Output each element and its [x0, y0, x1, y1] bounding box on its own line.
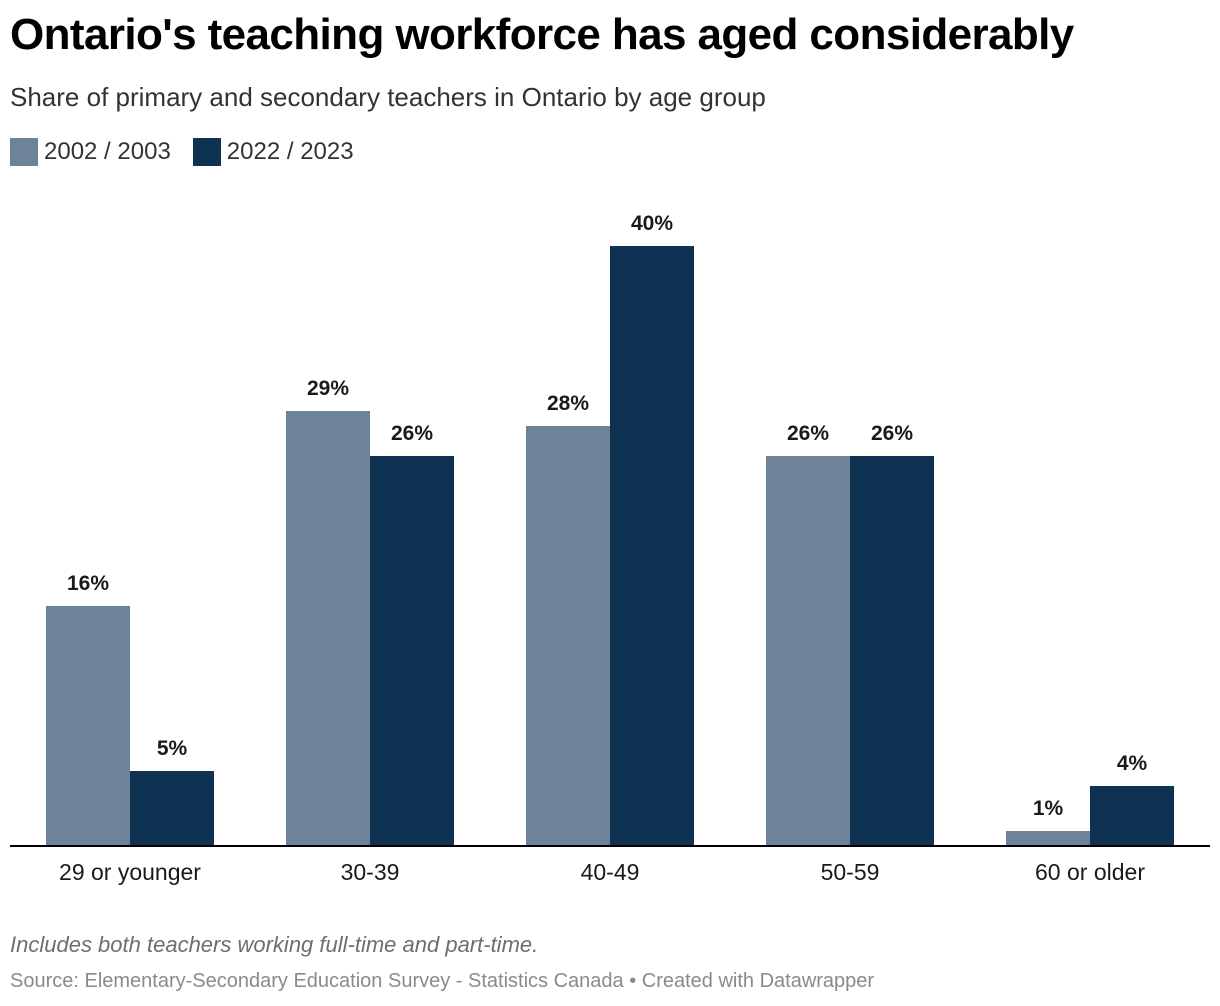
data-label-2022-2023-30-39: 26% — [391, 422, 433, 445]
legend-swatch-2002-2003 — [10, 138, 38, 166]
bar-2022-2023-29-or-younger — [130, 771, 214, 846]
x-tick-label-60-or-older: 60 or older — [1035, 859, 1145, 885]
x-tick-label-40-49: 40-49 — [581, 859, 640, 885]
bar-labels-group: 16% 5% 29% 26% 28% 40% 26% 26% 1% 4% — [67, 212, 1148, 820]
data-label-2022-2023-60-or-older: 4% — [1117, 752, 1148, 775]
legend-label-2022-2023: 2022 / 2023 — [226, 138, 354, 165]
bar-2022-2023-40-49 — [610, 246, 694, 846]
bar-2002-2003-40-49 — [526, 426, 610, 846]
data-label-2022-2023-29-or-younger: 5% — [157, 737, 188, 760]
chart-subtitle: Share of primary and secondary teachers … — [10, 82, 766, 112]
bar-2022-2023-60-or-older — [1090, 786, 1174, 846]
bar-2002-2003-30-39 — [286, 411, 370, 846]
data-label-2022-2023-50-59: 26% — [871, 422, 913, 445]
legend-label-2002-2003: 2002 / 2003 — [44, 138, 171, 165]
data-label-2022-2023-40-49: 40% — [631, 212, 673, 235]
data-label-2002-2003-60-or-older: 1% — [1033, 797, 1064, 820]
bar-chart: 16% 5% 29% 26% 28% 40% 26% 26% 1% 4% 29 or younge… — [10, 212, 1210, 885]
legend-swatch-2022-2023 — [192, 138, 221, 166]
bar-2022-2023-30-39 — [370, 456, 454, 846]
chart-source: Source: Elementary-Secondary Education S… — [10, 970, 875, 992]
data-label-2002-2003-30-39: 29% — [307, 377, 349, 400]
legend-item-2022-2023: 2022 / 2023 — [192, 138, 354, 166]
x-tick-label-50-59: 50-59 — [821, 859, 880, 885]
legend: 2002 / 2003 2022 / 2023 — [10, 138, 376, 166]
data-label-2002-2003-40-49: 28% — [547, 392, 589, 415]
chart-title: Ontario's teaching workforce has aged co… — [10, 10, 1074, 59]
x-axis-tick-labels: 29 or younger 30-39 40-49 50-59 60 or older — [59, 859, 1145, 885]
bar-2002-2003-60-or-older — [1006, 831, 1090, 846]
bar-2002-2003-50-59 — [766, 456, 850, 846]
bar-2002-2003-29-or-younger — [46, 606, 130, 846]
data-label-2002-2003-29-or-younger: 16% — [67, 572, 109, 595]
bar-2022-2023-50-59 — [850, 456, 934, 846]
bars-group — [46, 246, 1174, 846]
legend-item-2002-2003: 2002 / 2003 — [10, 138, 171, 166]
x-tick-label-29-or-younger: 29 or younger — [59, 859, 201, 885]
chart-note: Includes both teachers working full-time… — [10, 932, 539, 957]
x-tick-label-30-39: 30-39 — [341, 859, 400, 885]
data-label-2002-2003-50-59: 26% — [787, 422, 829, 445]
